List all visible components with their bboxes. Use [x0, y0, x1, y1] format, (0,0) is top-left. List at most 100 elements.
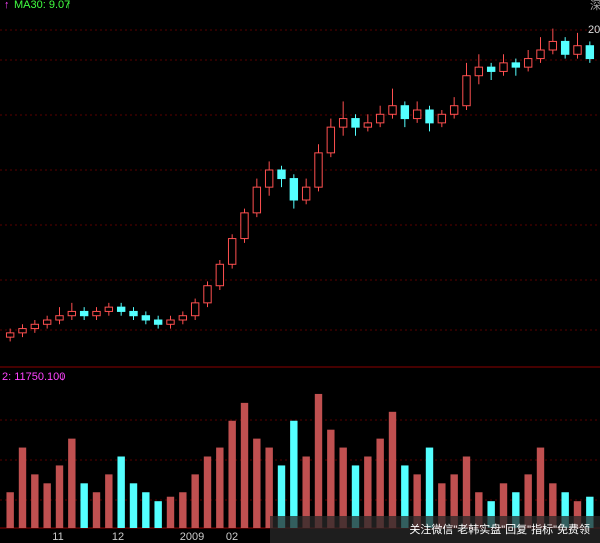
volume-bar [80, 483, 88, 528]
x-tick-label: 2009 [180, 531, 204, 543]
candle-body [437, 113, 447, 124]
candle-body [153, 319, 163, 325]
candle-body [166, 319, 175, 325]
volume-bar [450, 474, 458, 528]
candle-body [104, 306, 114, 312]
volume-bar [327, 429, 335, 528]
volume-arrow: ↓ [60, 371, 66, 383]
volume-bar [351, 465, 360, 528]
candle-body [55, 315, 64, 321]
volume-bar [277, 465, 286, 528]
candle-body [326, 126, 336, 154]
candle-body [474, 66, 484, 77]
volume-bar [536, 447, 545, 528]
volume-bar [203, 456, 212, 528]
volume-bar [586, 496, 594, 528]
candle-body [178, 315, 188, 321]
candle-body [264, 169, 274, 188]
volume-bar [314, 393, 323, 528]
volume-bar [240, 402, 249, 528]
candle-body [375, 113, 385, 124]
x-tick-label: 12 [112, 531, 124, 543]
candle-body [363, 122, 373, 128]
volume-bar [6, 492, 14, 528]
candle-body [338, 118, 348, 128]
volume-bar [253, 438, 261, 528]
candle-body [129, 310, 138, 317]
volume-bar [154, 501, 162, 528]
volume-bar [413, 474, 421, 528]
volume-bar [462, 456, 471, 528]
candle-body [252, 186, 262, 214]
candle-body [585, 45, 595, 60]
candle-body [573, 45, 582, 55]
volume-bar [55, 465, 64, 528]
volume-bar [512, 492, 520, 528]
volume-bar [339, 447, 347, 528]
volume-bar [129, 483, 138, 528]
volume-bar [376, 438, 384, 528]
volume-bar [290, 420, 298, 528]
candle-body [42, 319, 52, 325]
ma-arrow: ↑ [66, 0, 72, 11]
volume-bar [524, 474, 532, 528]
volume-bar [561, 492, 569, 528]
candle-body [116, 306, 126, 312]
candle-body [92, 310, 101, 317]
candle-body [79, 310, 89, 317]
volume-bar [191, 474, 199, 528]
candle-body [462, 75, 471, 107]
volume-bar [401, 465, 409, 528]
candle-body [536, 49, 545, 60]
volume-bar [364, 456, 372, 528]
candle-body [560, 40, 570, 55]
candle-body [314, 152, 323, 188]
candle-body [289, 178, 299, 201]
volume-bar [31, 474, 39, 528]
volume-bar [166, 496, 175, 528]
volume-bar [438, 483, 446, 528]
volume-bar [475, 492, 483, 528]
volume-bar [388, 411, 397, 528]
candle-body [499, 62, 508, 72]
volume-bar [573, 501, 582, 528]
candle-body [5, 332, 15, 338]
watermark-bg [270, 516, 600, 543]
candle-body [18, 328, 27, 334]
candle-body [511, 62, 521, 68]
x-tick-label: 02 [226, 531, 238, 543]
volume-bar [499, 483, 508, 528]
watermark: 关注微信"老韩实盘"回复"指标"免费领 [409, 522, 590, 536]
candle-body [412, 109, 422, 120]
volume-bar [487, 501, 495, 528]
volume-bar [117, 456, 125, 528]
volume-bar [92, 492, 101, 528]
volume-bar [302, 456, 310, 528]
candle-body [449, 105, 459, 115]
volume-label: 2: 11750.100 [2, 371, 65, 383]
volume-bar [43, 483, 51, 528]
volume-bar [216, 447, 224, 528]
candle-body [277, 169, 286, 180]
candle-body [240, 212, 249, 240]
candle-body [141, 315, 151, 321]
candle-body [190, 302, 200, 317]
candle-body [30, 323, 40, 330]
candle-body [486, 66, 496, 72]
candle-body [523, 58, 533, 68]
volume-bar [265, 447, 273, 528]
volume-bar [179, 492, 187, 528]
x-tick-label: 11 [52, 531, 63, 543]
candle-body [227, 238, 237, 265]
candle-body [400, 105, 410, 120]
volume-bar [142, 492, 150, 528]
volume-bar [425, 447, 434, 528]
ma-arrow: ↑ [4, 0, 10, 11]
candle-body [425, 109, 434, 124]
volume-bar [68, 438, 76, 528]
ma-label: MA30: 9.07 [14, 0, 70, 11]
candle-body [351, 118, 360, 128]
candle-body [203, 285, 212, 304]
